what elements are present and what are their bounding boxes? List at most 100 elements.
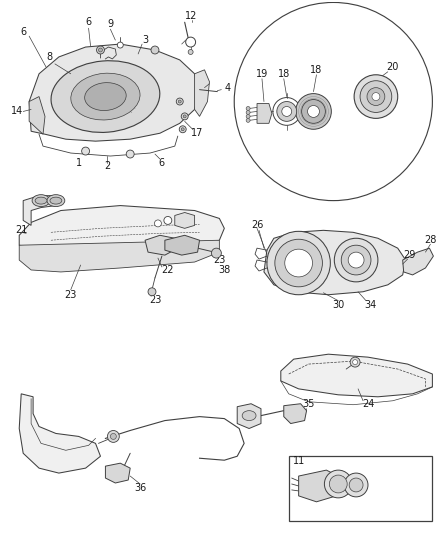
Circle shape <box>246 110 250 115</box>
Circle shape <box>348 252 364 268</box>
Circle shape <box>148 288 156 296</box>
Circle shape <box>350 357 360 367</box>
Text: 38: 38 <box>218 265 230 275</box>
Circle shape <box>367 87 385 106</box>
Circle shape <box>181 113 188 120</box>
Ellipse shape <box>35 197 47 204</box>
Text: 26: 26 <box>251 220 263 230</box>
Text: 30: 30 <box>332 300 344 310</box>
Text: 21: 21 <box>15 225 28 236</box>
Text: 6: 6 <box>85 17 92 27</box>
Circle shape <box>96 46 104 54</box>
Text: 23: 23 <box>149 295 161 305</box>
Circle shape <box>341 245 371 275</box>
Polygon shape <box>264 230 406 295</box>
Polygon shape <box>403 248 433 275</box>
Polygon shape <box>237 403 261 429</box>
Polygon shape <box>23 196 56 225</box>
Text: 35: 35 <box>302 399 315 409</box>
Circle shape <box>246 118 250 123</box>
Circle shape <box>277 101 297 122</box>
Circle shape <box>285 249 312 277</box>
Polygon shape <box>19 206 224 252</box>
Polygon shape <box>19 240 219 272</box>
Circle shape <box>188 50 193 54</box>
Text: 24: 24 <box>362 399 374 409</box>
Circle shape <box>344 473 368 497</box>
Ellipse shape <box>242 410 256 421</box>
Ellipse shape <box>32 195 50 207</box>
Circle shape <box>181 128 184 131</box>
Ellipse shape <box>71 73 140 120</box>
Circle shape <box>186 37 196 47</box>
Polygon shape <box>165 235 200 255</box>
Ellipse shape <box>50 197 62 204</box>
Circle shape <box>275 239 322 287</box>
Polygon shape <box>19 394 100 473</box>
Ellipse shape <box>47 195 65 207</box>
Circle shape <box>212 248 221 258</box>
Text: 14: 14 <box>11 107 23 116</box>
Circle shape <box>110 433 117 439</box>
Polygon shape <box>284 403 307 424</box>
Text: 23: 23 <box>213 255 226 265</box>
Circle shape <box>267 231 330 295</box>
Circle shape <box>353 360 357 365</box>
Circle shape <box>354 75 398 118</box>
Circle shape <box>151 46 159 54</box>
Text: 2: 2 <box>104 161 110 171</box>
Circle shape <box>307 106 319 117</box>
Circle shape <box>296 94 331 130</box>
Text: 34: 34 <box>364 300 376 310</box>
Polygon shape <box>281 354 432 397</box>
Circle shape <box>99 48 102 52</box>
Ellipse shape <box>85 83 126 110</box>
Text: 8: 8 <box>46 52 52 62</box>
Circle shape <box>155 220 162 227</box>
Circle shape <box>325 470 352 498</box>
Text: 9: 9 <box>107 19 113 29</box>
Circle shape <box>282 107 292 116</box>
Text: 19: 19 <box>256 69 268 79</box>
Circle shape <box>360 80 392 112</box>
Circle shape <box>329 475 347 493</box>
Polygon shape <box>145 235 178 255</box>
Circle shape <box>246 115 250 118</box>
Polygon shape <box>194 70 209 116</box>
Circle shape <box>302 100 325 123</box>
Text: 18: 18 <box>311 65 323 75</box>
Text: 20: 20 <box>387 62 399 72</box>
Ellipse shape <box>51 61 160 132</box>
Circle shape <box>183 115 186 118</box>
Circle shape <box>334 238 378 282</box>
Text: 17: 17 <box>191 128 204 138</box>
Text: 1: 1 <box>76 158 82 168</box>
Polygon shape <box>299 470 338 502</box>
Text: 6: 6 <box>159 158 165 168</box>
Circle shape <box>164 216 172 224</box>
Polygon shape <box>29 96 45 134</box>
Text: 11: 11 <box>293 456 305 466</box>
Circle shape <box>179 126 186 133</box>
Circle shape <box>176 98 183 105</box>
Polygon shape <box>29 44 200 141</box>
Text: 22: 22 <box>162 265 174 275</box>
Circle shape <box>246 107 250 110</box>
Text: 23: 23 <box>64 290 77 300</box>
Polygon shape <box>106 463 130 483</box>
Polygon shape <box>175 213 194 228</box>
Text: 3: 3 <box>142 35 148 45</box>
Text: 4: 4 <box>224 83 230 93</box>
Text: 28: 28 <box>424 235 437 245</box>
Circle shape <box>372 93 380 101</box>
Text: 36: 36 <box>134 483 146 493</box>
Circle shape <box>81 147 90 155</box>
Text: 6: 6 <box>20 27 26 37</box>
Text: 12: 12 <box>185 11 198 21</box>
Circle shape <box>117 42 123 48</box>
Circle shape <box>349 478 363 492</box>
Circle shape <box>178 100 181 103</box>
Text: 18: 18 <box>278 69 290 79</box>
Circle shape <box>107 431 119 442</box>
Text: 29: 29 <box>403 250 416 260</box>
